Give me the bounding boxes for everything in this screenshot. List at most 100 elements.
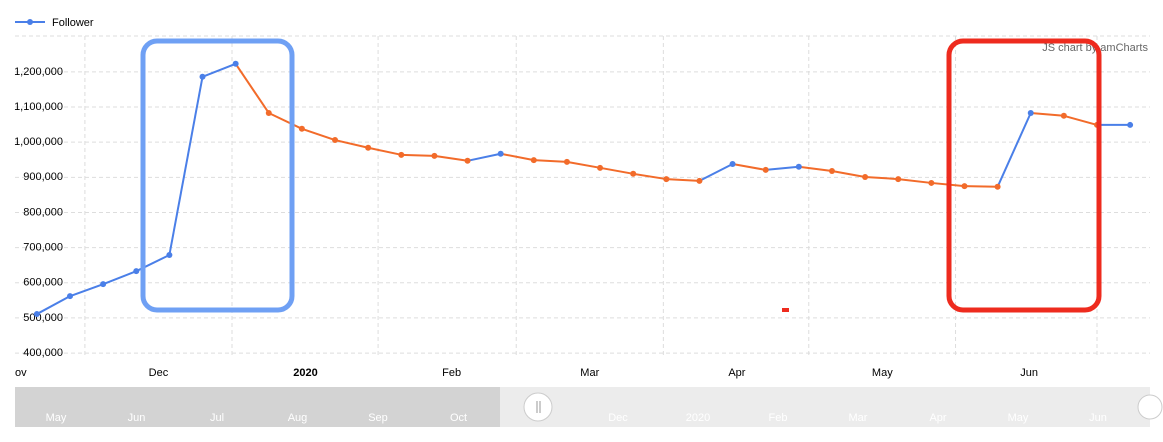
data-point[interactable] (332, 137, 339, 144)
y-tick-label: 600,000 (23, 277, 63, 289)
x-tick-label: Mar (580, 367, 599, 379)
data-point[interactable] (928, 179, 935, 186)
line-segment (202, 62, 237, 78)
line-segment (500, 152, 534, 162)
line-segment (301, 127, 336, 141)
line-segment (1030, 111, 1064, 117)
data-point[interactable] (795, 163, 802, 170)
y-tick-label: 1,100,000 (14, 101, 63, 113)
line-segment (633, 172, 667, 181)
y-tick-label: 700,000 (23, 242, 63, 254)
data-point[interactable] (530, 157, 537, 164)
red-mark (782, 308, 789, 312)
data-point[interactable] (729, 160, 736, 167)
x-tick-label: Apr (728, 367, 745, 379)
x-tick-label: Dec (149, 367, 169, 379)
grid: 400,000 500,000 600,000 700,000 800,000 900,0… (14, 35, 1150, 379)
line-segment (996, 112, 1032, 188)
scrollbar-label: May (46, 412, 67, 424)
data-point[interactable] (1127, 121, 1134, 128)
x-tick-label: Feb (442, 367, 461, 379)
scrollbar-label: Mar (849, 412, 868, 424)
data-point[interactable] (630, 170, 637, 177)
scrollbar-label: 2020 (686, 412, 710, 424)
scrollbar-handle[interactable] (523, 392, 553, 422)
data-point[interactable] (265, 109, 272, 116)
data-point[interactable] (398, 151, 405, 158)
line-segment (401, 153, 435, 157)
data-point[interactable] (232, 60, 239, 67)
scrollbar-label: Feb (769, 412, 788, 424)
data-point[interactable] (365, 144, 372, 151)
data-point[interactable] (199, 73, 206, 80)
data-point[interactable] (994, 183, 1001, 190)
data-point[interactable] (663, 176, 670, 183)
line-segment (36, 295, 71, 315)
x-tick-label: Jun (1020, 367, 1038, 379)
data-point[interactable] (1060, 112, 1067, 119)
line-segment (1063, 114, 1098, 126)
data-point[interactable] (862, 173, 869, 180)
line-segment (168, 76, 204, 256)
line-segment (268, 112, 303, 130)
data-point[interactable] (762, 166, 769, 173)
line-segment (732, 162, 766, 171)
line-segment (666, 178, 700, 182)
line-segment (102, 270, 137, 286)
data-point[interactable] (166, 252, 173, 259)
scrollbar-label: Jun (128, 412, 146, 424)
line-segment (234, 63, 270, 114)
line-segment (367, 146, 402, 156)
line-segment (798, 165, 833, 172)
data-point[interactable] (66, 293, 73, 300)
scrollbar-labels: May Jun Jul Aug Sep Oct Dec 2020 Feb Mar Apr May Jun (46, 412, 1107, 424)
scrollbar-label: Sep (368, 412, 388, 424)
line-segment (865, 175, 899, 181)
data-point[interactable] (464, 157, 471, 164)
data-point[interactable] (497, 150, 504, 157)
scrollbar-label: Oct (450, 412, 467, 424)
y-tick-label: 500,000 (23, 312, 63, 324)
x-tick-label: 2020 (293, 367, 317, 379)
legend-label[interactable]: Follower (52, 17, 94, 29)
data-point[interactable] (133, 268, 140, 275)
highlight-box (140, 38, 295, 313)
y-tick-label: 400,000 (23, 347, 63, 359)
data-point[interactable] (696, 177, 703, 184)
scrollbar-label: May (1008, 412, 1029, 424)
line-segment (698, 163, 734, 182)
scrollbar-label: Apr (929, 412, 946, 424)
data-point[interactable] (828, 167, 835, 174)
data-point[interactable] (431, 152, 438, 159)
data-point[interactable] (895, 176, 902, 183)
x-tick-label: May (872, 367, 893, 379)
data-point[interactable] (961, 183, 968, 190)
scrollbar-label: Jun (1089, 412, 1107, 424)
line-segment (599, 166, 634, 175)
y-tick-label: 1,200,000 (14, 66, 63, 78)
line-segment (765, 165, 799, 171)
scrollbar-label: Dec (608, 412, 628, 424)
line-segment (566, 160, 601, 169)
data-point[interactable] (298, 125, 305, 132)
y-tick-label: 800,000 (23, 206, 63, 218)
scrollbar-range[interactable] (15, 387, 500, 427)
scrollbar-label: Aug (288, 412, 308, 424)
line-segment (334, 139, 369, 149)
x-tick-label: ov (15, 367, 27, 379)
line-segment (533, 159, 567, 163)
line-segment (467, 152, 501, 162)
legend-marker (27, 19, 33, 25)
data-point[interactable] (563, 158, 570, 165)
scrollbar-handle[interactable] (1137, 394, 1163, 420)
data-point[interactable] (597, 164, 604, 171)
line-segment (69, 283, 104, 298)
y-tick-label: 900,000 (23, 171, 63, 183)
data-point[interactable] (100, 281, 107, 288)
highlight-box (946, 38, 1102, 313)
data-point[interactable] (33, 311, 40, 318)
line-segment (434, 154, 468, 162)
data-point[interactable] (1027, 109, 1034, 116)
